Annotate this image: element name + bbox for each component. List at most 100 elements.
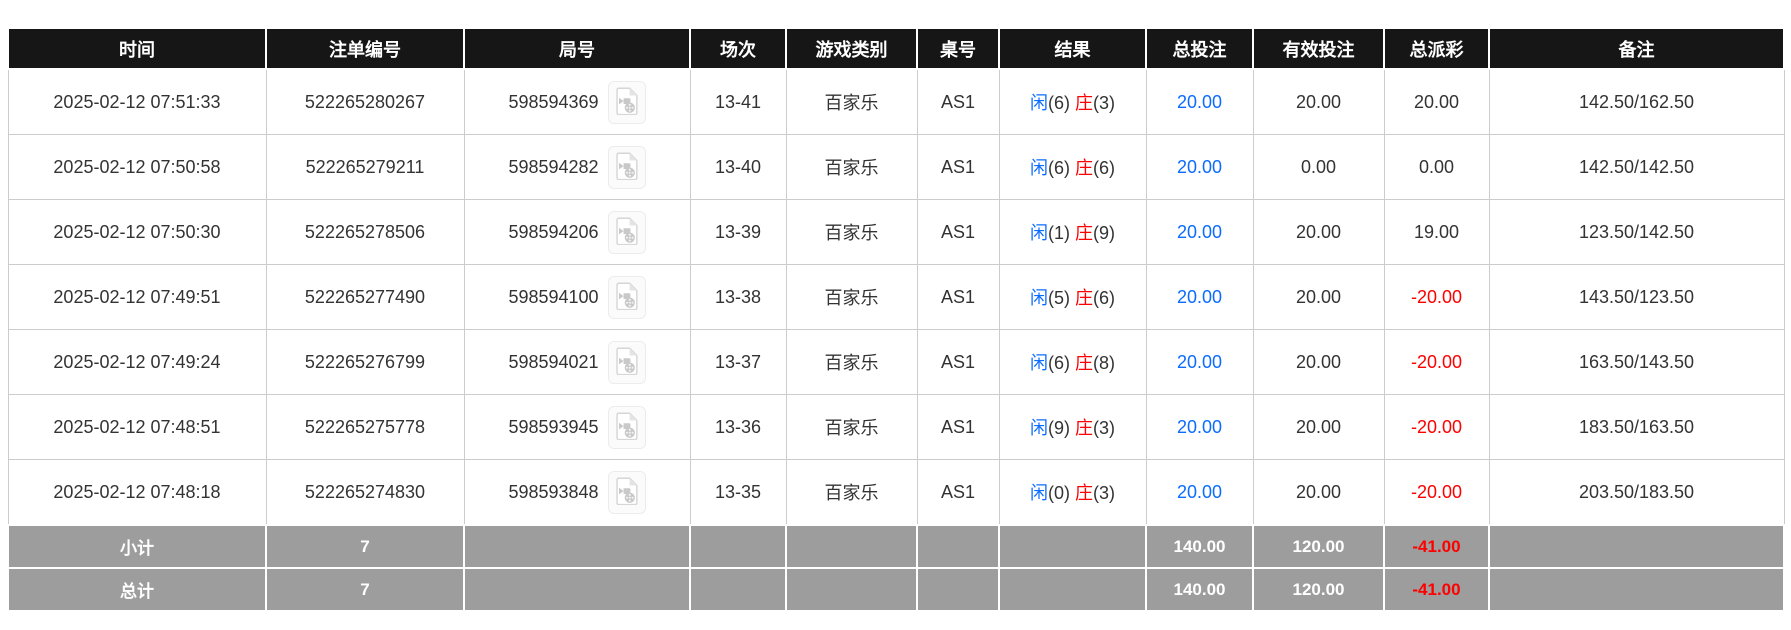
cell-total-bet-value[interactable]: 20.00 [1176,91,1223,112]
cell-session-value: 13-35 [714,481,762,502]
result-banker-points: (6) [1093,288,1115,308]
cell-table-number: AS1 [916,199,1000,265]
page: 时间 注单编号 局号 场次 游戏类别 桌号 结果 总投注 有效投注 总派彩 备注 2025-02-1… [7,27,1785,612]
video-replay-button[interactable] [607,470,646,514]
result-player-points: (6) [1048,93,1075,113]
column-header-payout: 总派彩 [1383,27,1490,70]
cell-game-type-value: 百家乐 [824,418,879,438]
cell-remark: 123.50/142.50 [1488,199,1785,265]
cell-remark: 143.50/123.50 [1488,264,1785,330]
result-banker-points: (3) [1093,418,1115,438]
video-replay-button[interactable] [607,340,646,384]
cell-total-payout: -20.00 [1383,394,1490,460]
subtotal-row: 小计 7 140.00 120.00 -41.00 [7,524,1785,569]
column-header-total_bet: 总投注 [1145,27,1254,70]
cell-result: 闲(6) 庄(3) [998,68,1147,135]
result-banker-label: 庄 [1075,223,1093,243]
summary-total-payout-value: -41.00 [1412,579,1461,599]
table-header-row: 时间 注单编号 局号 场次 游戏类别 桌号 结果 总投注 有效投注 总派彩 备注 [7,27,1785,70]
result-player-points: (5) [1048,288,1075,308]
cell-result: 闲(6) 庄(6) [998,134,1147,200]
cell-total-bet-value[interactable]: 20.00 [1176,416,1223,437]
result-banker-points: (9) [1093,223,1115,243]
cell-remark: 183.50/163.50 [1488,394,1785,460]
cell-bet-number-value: 522265278506 [304,221,426,242]
cell-bet-number: 522265274830 [265,459,465,526]
result-player-label: 闲 [1030,93,1048,113]
cell-table-number: AS1 [916,394,1000,460]
video-replay-button[interactable] [607,405,646,449]
cell-total-payout-value: 19.00 [1413,221,1460,242]
cell-session-value: 13-37 [714,351,762,372]
result-player-points: (9) [1048,418,1075,438]
video-replay-button[interactable] [607,145,646,189]
cell-valid-bet-value: 0.00 [1300,156,1337,177]
cell-bet-number: 522265278506 [265,199,465,265]
result-banker-label: 庄 [1075,93,1093,113]
cell-game-type: 百家乐 [785,394,918,460]
summary-bet-count-value: 7 [360,536,370,556]
summary-empty-round [463,567,691,612]
cell-total-bet-value[interactable]: 20.00 [1176,221,1223,242]
video-replay-button[interactable] [607,275,646,319]
cell-remark-value: 142.50/142.50 [1578,156,1695,177]
summary-bet-count-value: 7 [360,579,370,599]
cell-valid-bet: 20.00 [1252,394,1385,460]
cell-total-bet-value[interactable]: 20.00 [1176,286,1223,307]
cell-result: 闲(6) 庄(8) [998,329,1147,395]
summary-empty-remark [1488,567,1785,612]
cell-session-value: 13-38 [714,286,762,307]
cell-session-value: 13-41 [714,91,762,112]
video-replay-icon [615,477,639,508]
cell-valid-bet: 20.00 [1252,199,1385,265]
cell-time-value: 2025-02-12 07:48:51 [53,416,221,437]
result-player-label: 闲 [1030,353,1048,373]
column-header-remark: 备注 [1488,27,1785,70]
video-replay-button[interactable] [607,210,646,254]
summary-bet-count: 7 [265,524,465,569]
table-row: 2025-02-12 07:51:33 522265280267 598594369… [7,68,1785,135]
summary-valid-bet: 120.00 [1252,567,1385,612]
result-banker-points: (3) [1093,483,1115,503]
cell-bet-number-value: 522265280267 [304,91,426,112]
cell-valid-bet: 20.00 [1252,68,1385,135]
cell-time-value: 2025-02-12 07:48:18 [53,481,221,502]
cell-time-value: 2025-02-12 07:49:24 [53,351,221,372]
cell-total-payout-value: -20.00 [1410,416,1463,437]
cell-total-bet-value[interactable]: 20.00 [1176,481,1223,502]
video-replay-icon [615,412,639,443]
cell-total-bet: 20.00 [1145,459,1254,526]
summary-label: 总计 [7,567,267,612]
cell-total-payout: 0.00 [1383,134,1490,200]
cell-total-bet-value[interactable]: 20.00 [1176,156,1223,177]
video-replay-icon [615,152,639,183]
cell-session-value: 13-39 [714,221,762,242]
summary-total-bet: 140.00 [1145,567,1254,612]
video-replay-button[interactable] [607,80,646,124]
cell-table-number: AS1 [916,134,1000,200]
summary-total-payout: -41.00 [1383,567,1490,612]
cell-total-payout-value: 20.00 [1413,91,1460,112]
grand-total-row: 总计 7 140.00 120.00 -41.00 [7,567,1785,612]
summary-empty-table [916,524,1000,569]
cell-bet-number-value: 522265276799 [304,351,426,372]
summary-empty-table [916,567,1000,612]
cell-bet-number-value: 522265277490 [304,286,426,307]
cell-total-bet: 20.00 [1145,394,1254,460]
cell-total-bet: 20.00 [1145,199,1254,265]
summary-empty-remark [1488,524,1785,569]
result-banker-label: 庄 [1075,288,1093,308]
summary-total-payout: -41.00 [1383,524,1490,569]
cell-valid-bet-value: 20.00 [1295,221,1342,242]
cell-time: 2025-02-12 07:49:51 [7,264,267,330]
cell-round-number: 598594206 [463,199,691,265]
round-number-group: 598594369 [465,80,690,124]
cell-total-bet-value[interactable]: 20.00 [1176,351,1223,372]
cell-game-type-value: 百家乐 [824,288,879,308]
cell-session: 13-41 [689,68,787,135]
cell-valid-bet: 0.00 [1252,134,1385,200]
result-banker-label: 庄 [1075,353,1093,373]
round-number-value: 598594021 [508,351,599,372]
column-header-session: 场次 [689,27,787,70]
cell-remark-value: 142.50/162.50 [1578,91,1695,112]
